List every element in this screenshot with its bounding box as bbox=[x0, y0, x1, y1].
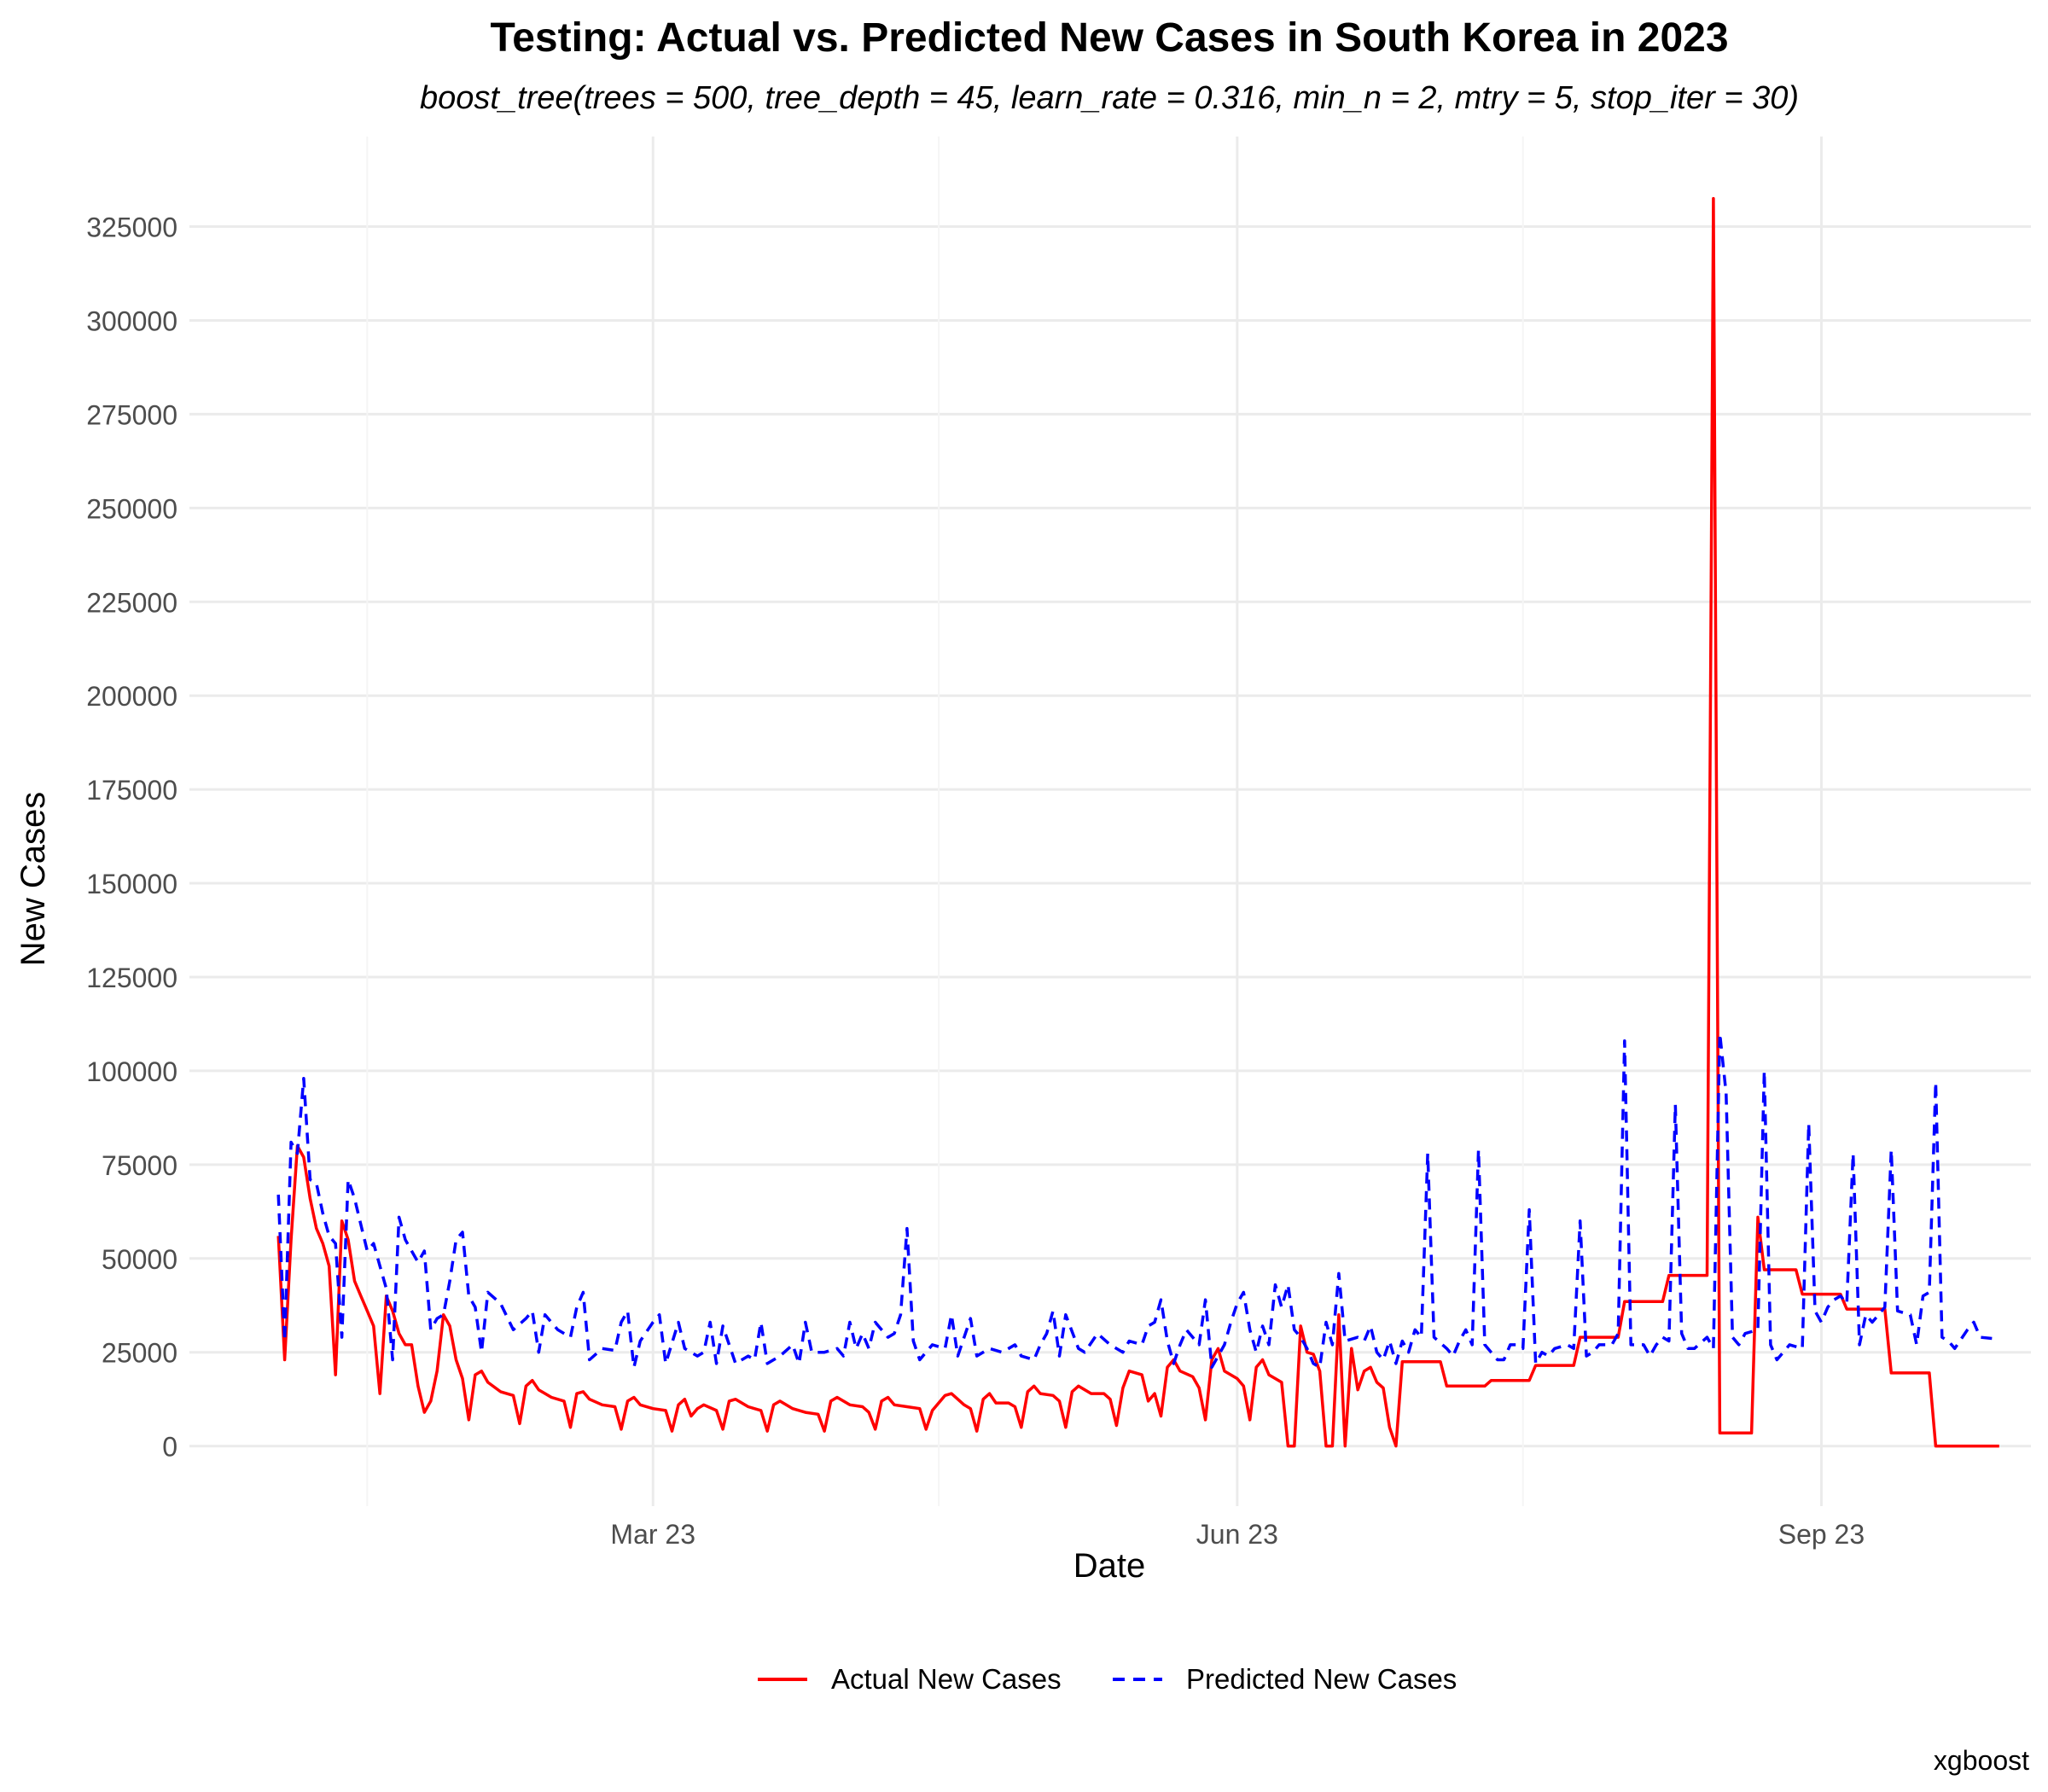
y-tick-label: 300000 bbox=[86, 305, 177, 336]
actual-cases-line bbox=[276, 196, 1999, 1448]
legend-label-actual: Actual New Cases bbox=[831, 1663, 1062, 1695]
y-tick-label: 25000 bbox=[102, 1338, 177, 1369]
y-tick-label: 175000 bbox=[86, 775, 177, 806]
x-tick-label: Mar 23 bbox=[610, 1519, 695, 1550]
y-tick-label: 275000 bbox=[86, 399, 177, 430]
x-tick-label: Jun 23 bbox=[1196, 1519, 1278, 1550]
plot-lines bbox=[276, 196, 1999, 1448]
y-tick-label: 250000 bbox=[86, 493, 177, 524]
chart-subtitle: boost_tree(trees = 500, tree_depth = 45,… bbox=[420, 80, 1799, 116]
x-tick-label: Sep 23 bbox=[1778, 1519, 1865, 1550]
x-axis-ticks: Mar 23 Jun 23 Sep 23 bbox=[610, 1519, 1865, 1550]
y-tick-label: 150000 bbox=[86, 869, 177, 899]
y-tick-label: 200000 bbox=[86, 681, 177, 712]
gridlines bbox=[189, 137, 2031, 1506]
y-tick-label: 125000 bbox=[86, 963, 177, 993]
predicted-cases-line bbox=[276, 1032, 1999, 1370]
y-tick-label: 0 bbox=[162, 1432, 177, 1463]
legend-label-predicted: Predicted New Cases bbox=[1186, 1663, 1457, 1695]
chart-title: Testing: Actual vs. Predicted New Cases … bbox=[490, 15, 1728, 61]
y-tick-label: 50000 bbox=[102, 1244, 177, 1275]
legend: Actual New Cases Predicted New Cases bbox=[758, 1663, 1457, 1695]
y-axis-title: New Cases bbox=[15, 792, 52, 967]
y-tick-label: 75000 bbox=[102, 1150, 177, 1181]
x-axis-title: Date bbox=[1073, 1547, 1146, 1585]
y-tick-label: 325000 bbox=[86, 212, 177, 243]
y-tick-label: 225000 bbox=[86, 587, 177, 618]
y-axis-ticks: 0 25000 50000 75000 100000 125000 150000 175000… bbox=[86, 212, 177, 1463]
chart-caption: xgboost bbox=[1934, 1745, 2029, 1776]
y-tick-label: 100000 bbox=[86, 1056, 177, 1087]
